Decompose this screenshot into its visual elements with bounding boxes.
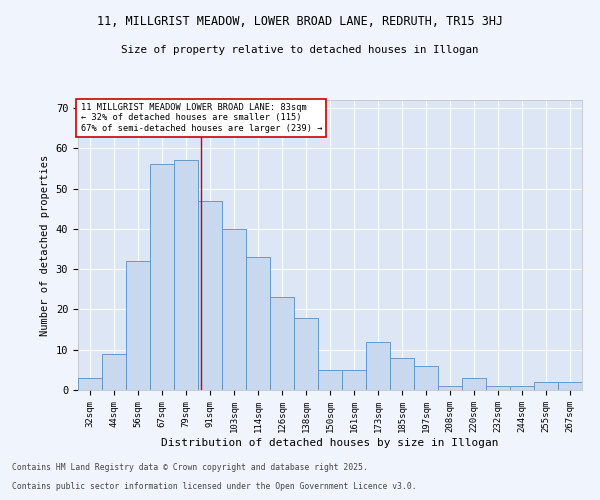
Bar bbox=[246, 257, 270, 390]
Bar bbox=[534, 382, 558, 390]
Bar bbox=[414, 366, 438, 390]
Bar bbox=[510, 386, 534, 390]
Bar bbox=[438, 386, 462, 390]
Text: 11 MILLGRIST MEADOW LOWER BROAD LANE: 83sqm
← 32% of detached houses are smaller: 11 MILLGRIST MEADOW LOWER BROAD LANE: 83… bbox=[80, 103, 322, 132]
Bar bbox=[222, 229, 246, 390]
Text: Size of property relative to detached houses in Illogan: Size of property relative to detached ho… bbox=[121, 45, 479, 55]
Bar bbox=[126, 261, 150, 390]
Bar bbox=[198, 200, 222, 390]
Text: Contains public sector information licensed under the Open Government Licence v3: Contains public sector information licen… bbox=[12, 482, 416, 491]
Y-axis label: Number of detached properties: Number of detached properties bbox=[40, 154, 50, 336]
Bar bbox=[174, 160, 198, 390]
Bar bbox=[270, 298, 294, 390]
Text: Contains HM Land Registry data © Crown copyright and database right 2025.: Contains HM Land Registry data © Crown c… bbox=[12, 464, 368, 472]
Bar bbox=[390, 358, 414, 390]
Bar bbox=[318, 370, 342, 390]
Bar bbox=[486, 386, 510, 390]
Bar bbox=[366, 342, 390, 390]
Bar bbox=[294, 318, 318, 390]
Bar bbox=[150, 164, 174, 390]
Bar bbox=[462, 378, 486, 390]
Text: 11, MILLGRIST MEADOW, LOWER BROAD LANE, REDRUTH, TR15 3HJ: 11, MILLGRIST MEADOW, LOWER BROAD LANE, … bbox=[97, 15, 503, 28]
X-axis label: Distribution of detached houses by size in Illogan: Distribution of detached houses by size … bbox=[161, 438, 499, 448]
Bar bbox=[558, 382, 582, 390]
Bar bbox=[78, 378, 102, 390]
Bar bbox=[342, 370, 366, 390]
Bar bbox=[102, 354, 126, 390]
